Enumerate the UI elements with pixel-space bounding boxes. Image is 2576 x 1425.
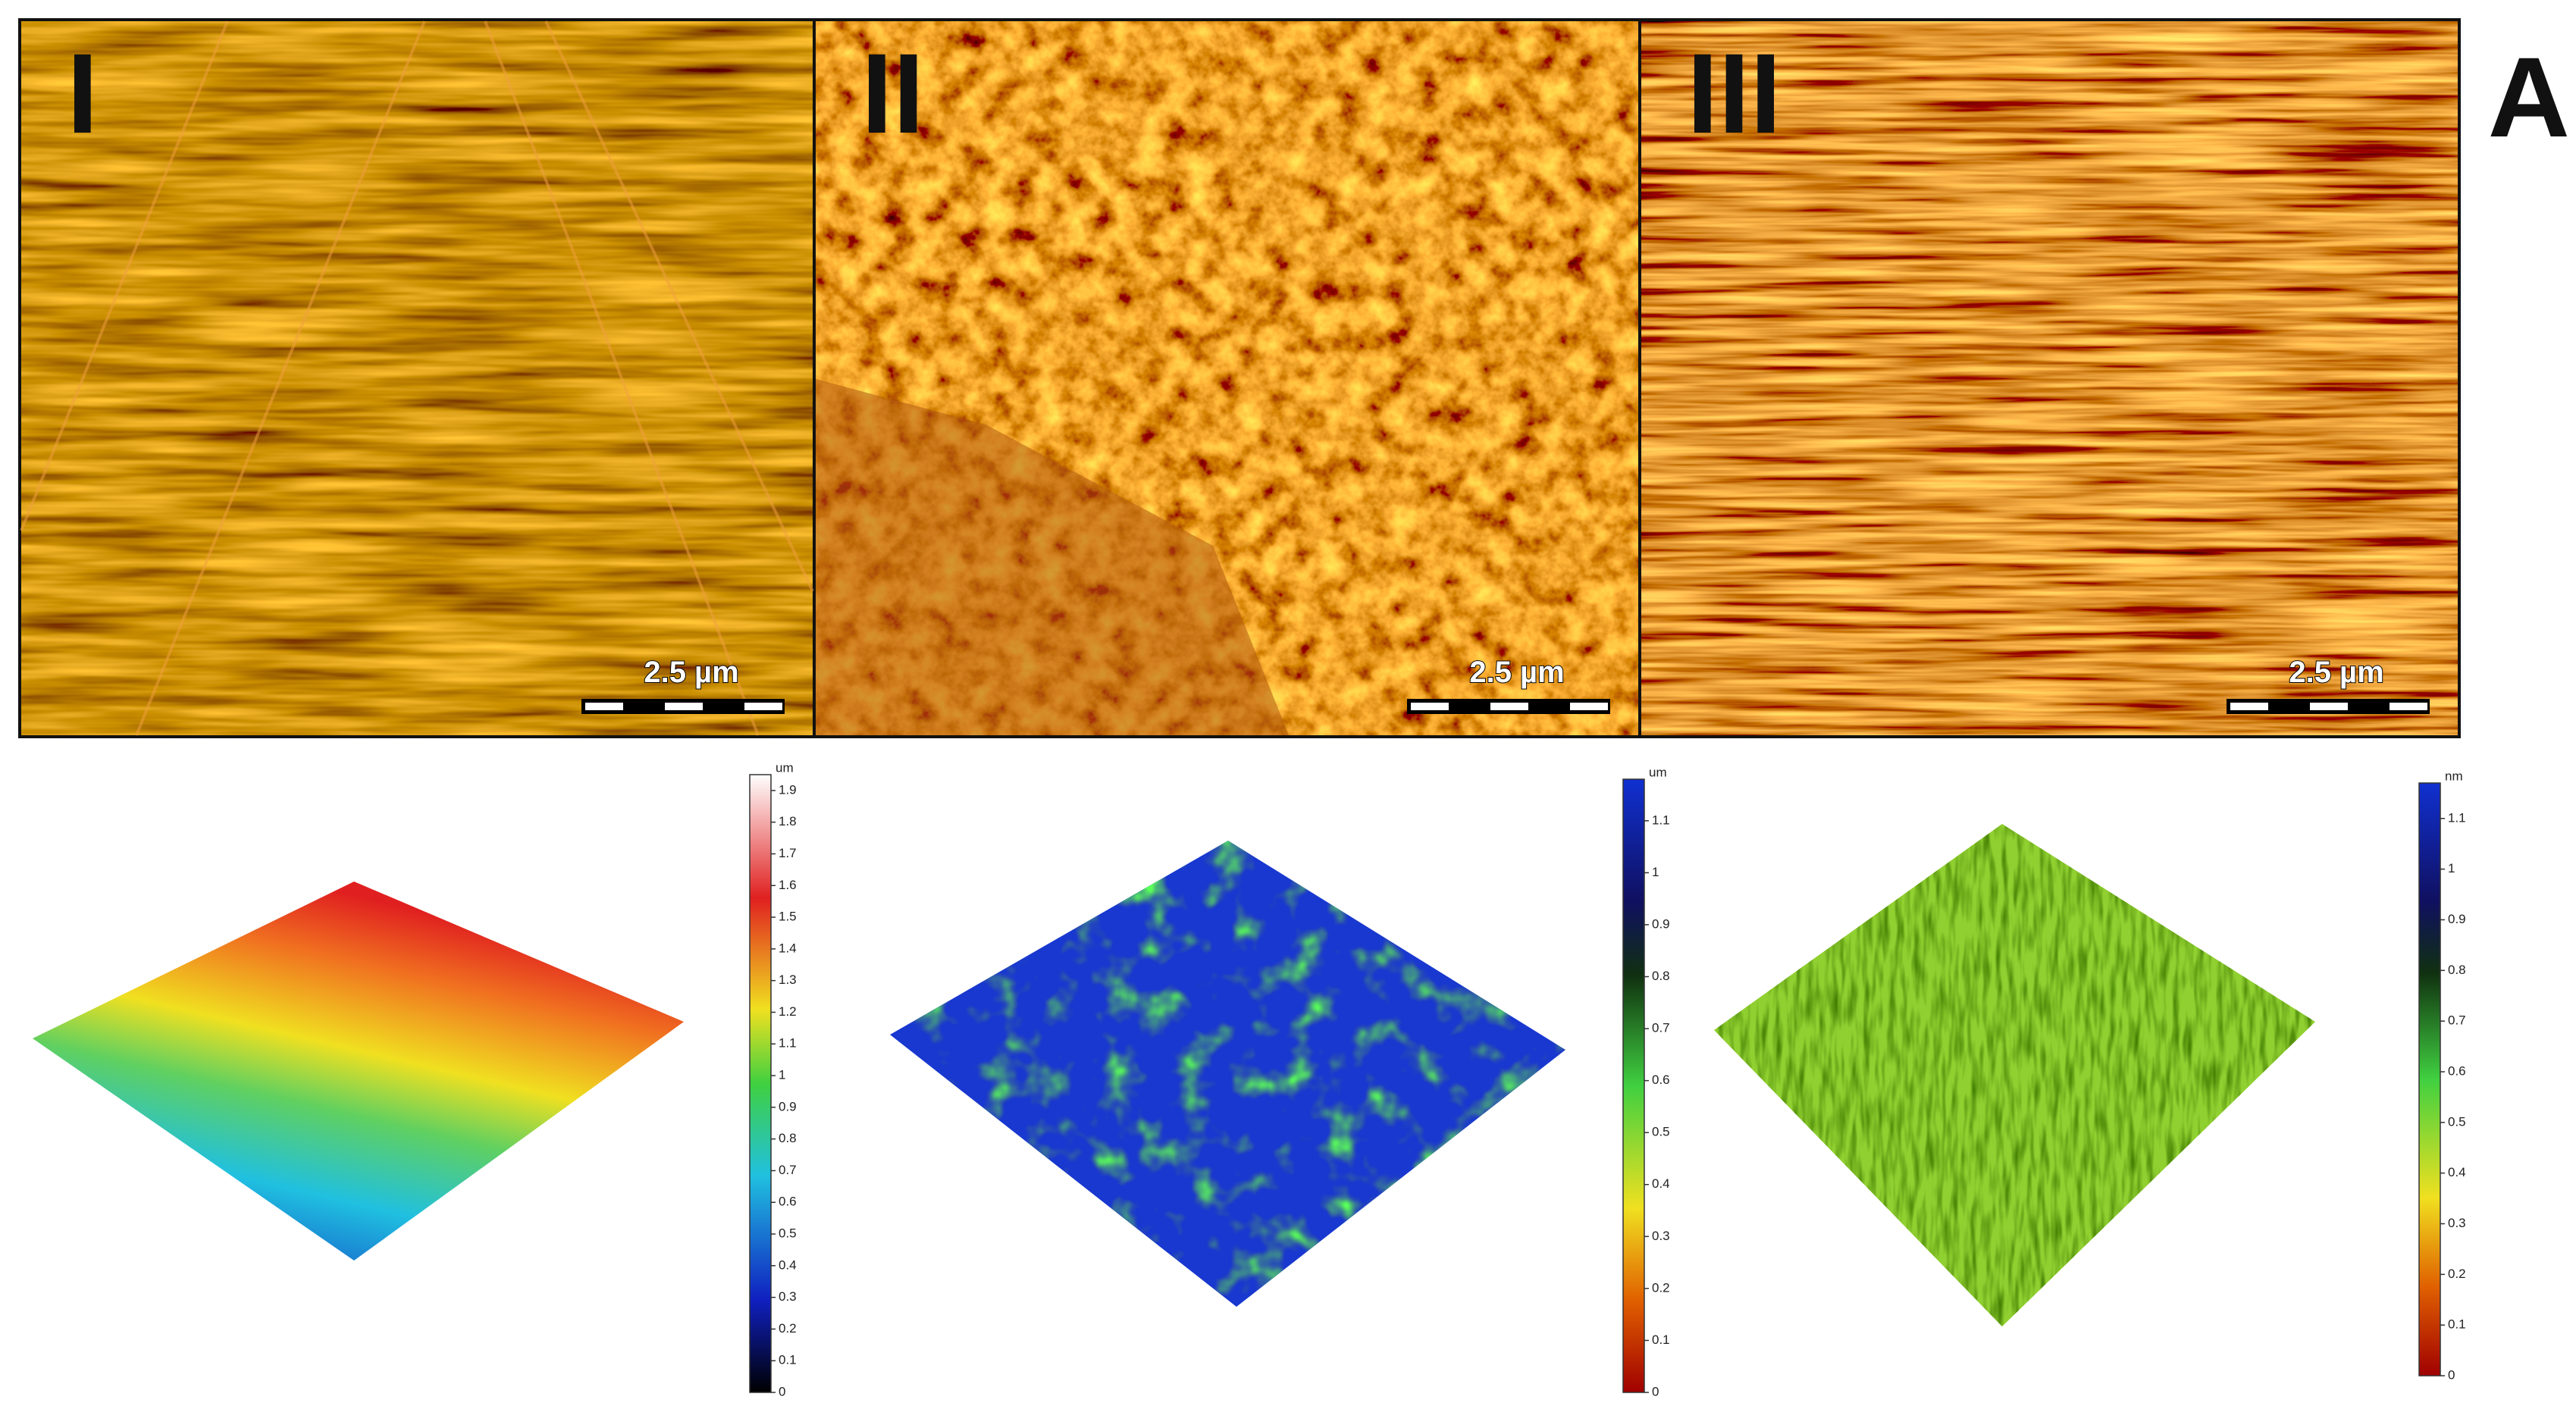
colorbar-tick-label: 1.1 <box>779 1036 797 1051</box>
afm-image-iii <box>1641 21 2458 735</box>
figure-label: A <box>2488 33 2570 161</box>
colorbar-tick-label: 1 <box>2448 861 2455 875</box>
colorbar-unit: nm <box>2445 769 2463 783</box>
panel-label: I <box>67 30 99 157</box>
colorbar-tick-label: 1 <box>1652 865 1659 879</box>
colorbar-tick-label: 0.6 <box>1652 1073 1670 1087</box>
scale-bar-segment <box>2230 703 2268 710</box>
colorbar-tick-label: 0.9 <box>779 1099 797 1113</box>
colorbar-tick-label: 1 <box>779 1068 785 1082</box>
colorbar <box>749 774 772 1393</box>
colorbar-tick-label: 0.3 <box>2448 1216 2466 1230</box>
colorbar-tick-label: 0.2 <box>1652 1280 1670 1295</box>
colorbar-tick-label: 0.5 <box>779 1226 797 1241</box>
scale-bar-label: 2.5 µm <box>2289 656 2383 689</box>
scale-bar-label: 2.5 µm <box>644 656 738 689</box>
colorbar-tick-label: 0.4 <box>779 1257 797 1272</box>
colorbar-tick-label: 0.7 <box>1652 1021 1670 1035</box>
colorbar-tick-label: 0.9 <box>1652 916 1670 931</box>
scale-bar-segment <box>1490 703 1528 710</box>
colorbar-tick-label: 0.6 <box>779 1195 797 1209</box>
colorbar-tick-label: 1.2 <box>779 1004 797 1019</box>
colorbar-tick-label: 1.7 <box>779 846 797 860</box>
colorbar-tick-label: 0.1 <box>1652 1333 1670 1347</box>
colorbar-tick-label: 0.2 <box>2448 1267 2466 1281</box>
colorbar-tick-label: 1.1 <box>2448 810 2466 825</box>
colorbar-unit: um <box>776 760 794 775</box>
scale-bar-segment <box>2390 703 2427 710</box>
colorbar-tick-label: 0.8 <box>1652 969 1670 983</box>
scratch-lines <box>20 20 814 736</box>
panel-label: II <box>861 30 924 157</box>
scale-bar-segment <box>1570 703 1608 710</box>
colorbar-tick-label: 1.1 <box>1652 813 1670 827</box>
scale-bar-segment <box>585 703 623 710</box>
colorbar-tick-label: 0.1 <box>2448 1317 2466 1332</box>
panel-label: III <box>1687 30 1782 157</box>
colorbar-tick-label: 0 <box>1652 1384 1659 1398</box>
colorbar-tick-label: 0 <box>779 1384 785 1398</box>
colorbar-tick-label: 1.5 <box>779 910 797 924</box>
colorbar-tick-label: 0.3 <box>1652 1229 1670 1243</box>
colorbar-tick-label: 1.8 <box>779 814 797 828</box>
colorbar-tick-label: 0.6 <box>2448 1063 2466 1078</box>
colorbar-tick-label: 0.8 <box>779 1131 797 1145</box>
colorbar-tick-label: 0.8 <box>2448 963 2466 977</box>
colorbar-tick-label: 0.3 <box>779 1289 797 1304</box>
colorbar-tick-label: 0.9 <box>2448 912 2466 926</box>
colorbar-tick-label: 1.3 <box>779 972 797 987</box>
colorbar-tick-label: 1.6 <box>779 878 797 892</box>
colorbar-tick-label: 1.4 <box>779 941 797 955</box>
colorbar <box>2418 782 2441 1376</box>
scale-bar-segment <box>1411 703 1449 710</box>
colorbar-tick-label: 0.2 <box>779 1321 797 1336</box>
colorbar-tick-label: 0.7 <box>2448 1013 2466 1028</box>
colorbar-tick-label: 0 <box>2448 1367 2455 1382</box>
colorbar-tick-label: 0.1 <box>779 1353 797 1367</box>
colorbar-tick-label: 0.7 <box>779 1163 797 1177</box>
scale-bar-segment <box>744 703 782 710</box>
colorbar-unit: um <box>1649 765 1667 779</box>
surface-3d-i <box>33 882 684 1261</box>
surface-texture <box>890 841 1565 1307</box>
colorbar-tick-label: 0.4 <box>2448 1165 2466 1179</box>
colorbar <box>1622 778 1645 1393</box>
colorbar-tick-label: 0.5 <box>1652 1125 1670 1139</box>
colorbar-tick-label: 0.4 <box>1652 1176 1670 1191</box>
colorbar-tick-label: 0.5 <box>2448 1114 2466 1129</box>
scale-bar-segment <box>665 703 703 710</box>
afm-image-i <box>21 21 813 735</box>
scale-bar-label: 2.5 µm <box>1469 656 1564 689</box>
scale-bar-segment <box>2310 703 2348 710</box>
smooth-region <box>816 379 1289 735</box>
colorbar-tick-label: 1.9 <box>779 782 797 797</box>
surface-texture <box>1714 824 2315 1326</box>
